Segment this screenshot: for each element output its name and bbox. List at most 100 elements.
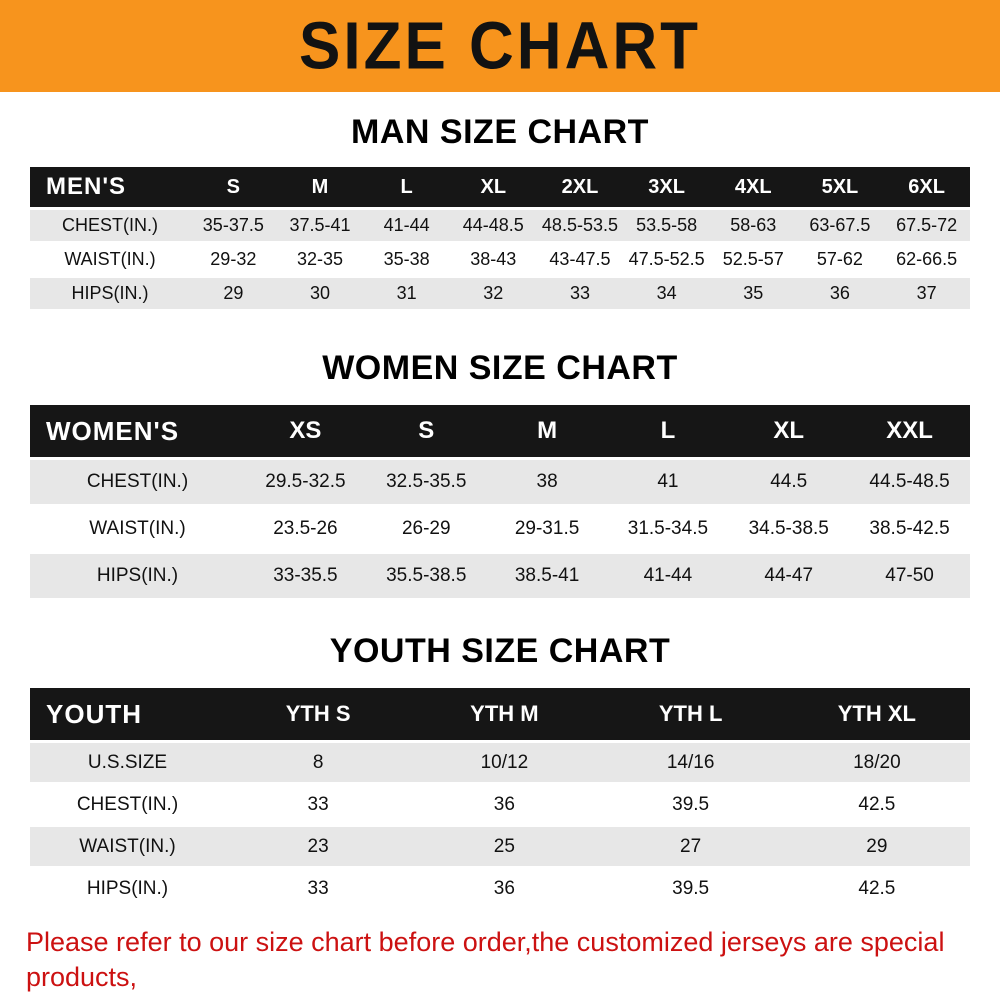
women-section: WOMEN SIZE CHART WOMEN'S XS S M L XL XXL CHEST(… [0, 346, 1000, 601]
header-row: WOMEN'S XS S M L XL XXL [30, 405, 970, 457]
disclaimer-line-2: we don't accept cancel, change, teturn o… [26, 994, 1000, 1000]
column-header: XL [728, 405, 850, 457]
size-chart-banner: SIZE CHART [0, 0, 1000, 92]
table-cell: 29 [783, 827, 970, 866]
table-cell: 25 [411, 827, 598, 866]
table-cell: 32.5-35.5 [365, 460, 487, 504]
column-header: YTH S [225, 688, 412, 740]
row-label: HIPS(IN.) [30, 554, 245, 598]
table-cell: 36 [411, 785, 598, 824]
table-cell: 41-44 [363, 210, 450, 241]
table-cell: 35-38 [363, 244, 450, 275]
table-cell: 23.5-26 [245, 507, 366, 551]
column-header: XS [245, 405, 366, 457]
table-cell: 43-47.5 [536, 244, 624, 275]
table-cell: 32 [449, 278, 537, 309]
table-cell: 31.5-34.5 [607, 507, 729, 551]
row-label: CHEST(IN.) [30, 785, 225, 824]
table-cell: 42.5 [783, 869, 970, 908]
table-cell: 35-37.5 [190, 210, 277, 241]
table-cell: 62-66.5 [883, 244, 970, 275]
table-cell: 31 [363, 278, 450, 309]
youth-section-heading: YOUTH SIZE CHART [329, 632, 671, 670]
men-section: MAN SIZE CHART MEN'S S M L XL 2XL 3XL 4XL 5XL 6XL… [0, 112, 1000, 312]
table-cell: 57-62 [796, 244, 884, 275]
table-row: WAIST(IN.) 23 25 27 29 [30, 827, 970, 866]
column-header: YTH XL [783, 688, 970, 740]
table-cell: 41 [607, 460, 729, 504]
table-cell: 38-43 [449, 244, 537, 275]
banner-title: SIZE CHART [299, 8, 701, 84]
table-cell: 47.5-52.5 [623, 244, 710, 275]
men-size-table: MEN'S S M L XL 2XL 3XL 4XL 5XL 6XL CHEST(IN.) 35-37… [30, 164, 970, 312]
table-cell: 37 [883, 278, 970, 309]
table-cell: 27 [597, 827, 784, 866]
table-cell: 29-31.5 [486, 507, 608, 551]
table-cell: 42.5 [783, 785, 970, 824]
table-cell: 67.5-72 [883, 210, 970, 241]
table-cell: 18/20 [783, 743, 970, 782]
column-header: 3XL [623, 167, 710, 207]
table-cell: 44-48.5 [449, 210, 537, 241]
youth-size-table: YOUTH YTH S YTH M YTH L YTH XL U.S.SIZE 8 10/12… [30, 685, 970, 911]
row-label: WAIST(IN.) [30, 244, 190, 275]
column-header: L [607, 405, 729, 457]
table-cell: 44.5 [728, 460, 850, 504]
women-section-heading: WOMEN SIZE CHART [322, 349, 678, 387]
header-row: MEN'S S M L XL 2XL 3XL 4XL 5XL 6XL [30, 167, 970, 207]
table-cell: 29.5-32.5 [245, 460, 366, 504]
table-cell: 39.5 [597, 785, 784, 824]
table-cell: 38 [486, 460, 608, 504]
table-cell: 33 [536, 278, 624, 309]
table-row: HIPS(IN.) 33 36 39.5 42.5 [30, 869, 970, 908]
table-cell: 58-63 [709, 210, 797, 241]
column-header: XL [449, 167, 537, 207]
table-cell: 8 [225, 743, 412, 782]
table-cell: 38.5-42.5 [849, 507, 970, 551]
row-label: U.S.SIZE [30, 743, 225, 782]
column-header: 4XL [709, 167, 797, 207]
row-label: CHEST(IN.) [30, 210, 190, 241]
column-header: M [486, 405, 608, 457]
youth-section: YOUTH SIZE CHART YOUTH YTH S YTH M YTH L YTH… [0, 629, 1000, 911]
table-cell: 48.5-53.5 [536, 210, 624, 241]
men-table-label: MEN'S [30, 167, 190, 207]
table-row: HIPS(IN.) 33-35.5 35.5-38.5 38.5-41 41-44 44-… [30, 554, 970, 598]
column-header: YTH M [411, 688, 598, 740]
disclaimer-line-1: Please refer to our size chart before or… [26, 927, 945, 992]
column-header: XXL [849, 405, 970, 457]
table-cell: 30 [276, 278, 364, 309]
row-label: HIPS(IN.) [30, 869, 225, 908]
header-row: YOUTH YTH S YTH M YTH L YTH XL [30, 688, 970, 740]
table-cell: 33 [225, 785, 412, 824]
row-label: CHEST(IN.) [30, 460, 245, 504]
column-header: 2XL [536, 167, 624, 207]
table-row: HIPS(IN.) 29 30 31 32 33 34 35 36 37 [30, 278, 970, 309]
table-row: CHEST(IN.) 29.5-32.5 32.5-35.5 38 41 44.5 44.5… [30, 460, 970, 504]
table-cell: 35 [709, 278, 797, 309]
table-cell: 14/16 [597, 743, 784, 782]
women-size-table: WOMEN'S XS S M L XL XXL CHEST(IN.) 29.5-32.5 32.5… [30, 402, 970, 601]
table-cell: 10/12 [411, 743, 598, 782]
column-header: 5XL [796, 167, 884, 207]
table-cell: 26-29 [365, 507, 487, 551]
column-header: M [276, 167, 364, 207]
table-cell: 29 [190, 278, 277, 309]
men-section-heading: MAN SIZE CHART [351, 113, 649, 151]
table-cell: 52.5-57 [709, 244, 797, 275]
row-label: WAIST(IN.) [30, 827, 225, 866]
table-row: U.S.SIZE 8 10/12 14/16 18/20 [30, 743, 970, 782]
table-cell: 32-35 [276, 244, 364, 275]
table-cell: 41-44 [607, 554, 729, 598]
table-cell: 33 [225, 869, 412, 908]
table-cell: 47-50 [849, 554, 970, 598]
table-cell: 23 [225, 827, 412, 866]
table-cell: 35.5-38.5 [365, 554, 487, 598]
table-cell: 36 [796, 278, 884, 309]
table-cell: 44.5-48.5 [849, 460, 970, 504]
table-cell: 53.5-58 [623, 210, 710, 241]
table-cell: 37.5-41 [276, 210, 364, 241]
table-cell: 36 [411, 869, 598, 908]
table-cell: 44-47 [728, 554, 850, 598]
youth-table-label: YOUTH [30, 688, 225, 740]
